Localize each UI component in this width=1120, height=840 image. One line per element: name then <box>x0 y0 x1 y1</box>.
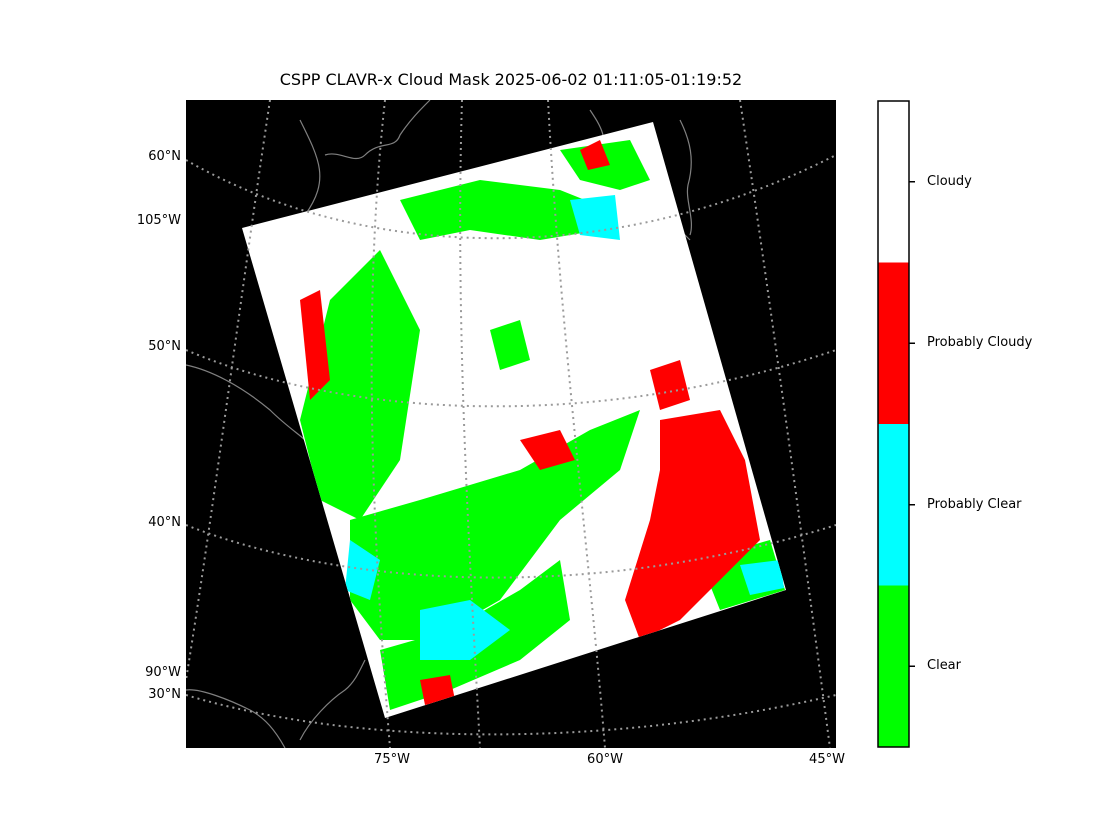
lat-label-30n: 30°N <box>148 687 181 702</box>
lon-label-75w: 75°W <box>374 752 410 767</box>
swath-region-clear <box>350 410 640 640</box>
swath-region-probably-cloudy <box>580 140 610 170</box>
lat-label-50n: 50°N <box>148 339 181 354</box>
lon-label-45w: 45°W <box>809 752 845 767</box>
colorbar-label-probably-cloudy: Probably Cloudy <box>927 335 1033 350</box>
colorbar-swatch-clear <box>878 585 909 747</box>
lat-label-40n: 40°N <box>148 515 181 530</box>
colorbar-frame <box>877 100 910 748</box>
map-title: CSPP CLAVR-x Cloud Mask 2025-06-02 01:11… <box>279 70 743 89</box>
lon-label-60w: 60°W <box>587 752 623 767</box>
lat-label-60n: 60°N <box>148 149 181 164</box>
swath-region-probably-cloudy <box>420 675 455 705</box>
colorbar-label-cloudy: Cloudy <box>927 174 972 189</box>
swath-region-probably-clear <box>345 540 380 600</box>
swath-region-probably-clear <box>420 600 510 660</box>
swath-region-probably-cloudy <box>520 430 575 470</box>
swath-region-probably-clear <box>570 195 620 240</box>
colorbar-swatch-probably-clear <box>878 424 909 586</box>
swath-region-probably-cloudy <box>650 360 690 410</box>
swath-region-clear <box>400 180 610 240</box>
swath-region-clear <box>490 320 530 370</box>
lon-label-105w: 105°W <box>136 213 181 228</box>
colorbar-label-probably-clear: Probably Clear <box>927 497 1022 512</box>
colorbar-label-clear: Clear <box>927 658 961 673</box>
lon-label-90w: 90°W <box>145 665 181 680</box>
swath-region-clear <box>300 250 420 520</box>
colorbar <box>877 100 915 748</box>
swath-region-probably-clear <box>740 560 784 595</box>
graticule <box>186 100 836 748</box>
swath-region-probably-cloudy <box>300 290 330 400</box>
swath-region-probably-cloudy <box>625 410 760 640</box>
colorbar-swatch-cloudy <box>878 101 909 263</box>
colorbar-swatch-probably-cloudy <box>878 262 909 424</box>
